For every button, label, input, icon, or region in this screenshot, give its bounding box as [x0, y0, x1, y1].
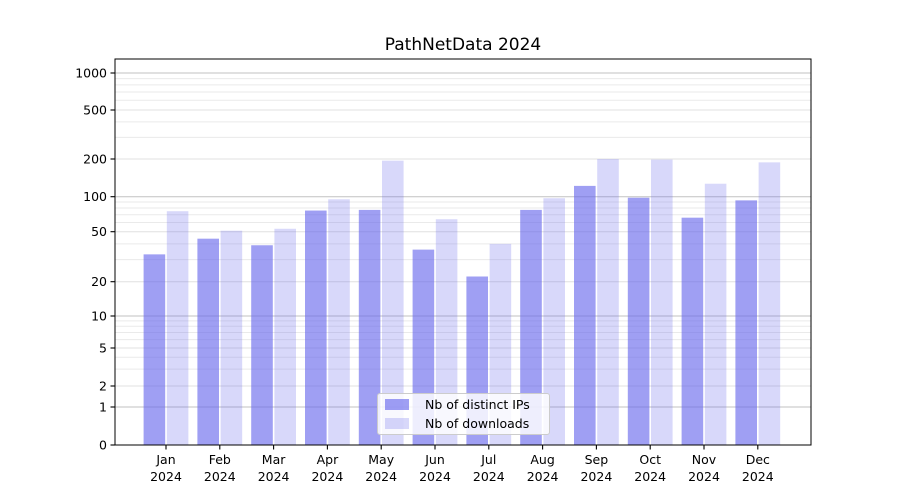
- x-tick-label-month: May: [368, 452, 394, 467]
- bar-nb-of-downloads-aug: [543, 198, 565, 445]
- x-tick-label-month: Aug: [530, 452, 554, 467]
- y-tick-label: 100: [83, 189, 107, 204]
- x-tick-label-month: Jun: [424, 452, 445, 467]
- bar-nb-of-downloads-mar: [274, 228, 296, 445]
- bar-nb-of-distinct-ips-sep: [574, 185, 596, 445]
- x-tick-label-year: 2024: [150, 469, 182, 484]
- x-tick-label-year: 2024: [527, 469, 559, 484]
- x-tick-label-year: 2024: [311, 469, 343, 484]
- bar-nb-of-downloads-dec: [758, 162, 781, 446]
- bar-nb-of-distinct-ips-oct: [627, 197, 650, 445]
- y-tick-label: 1000: [75, 65, 107, 80]
- x-tick-label-month: Feb: [209, 452, 231, 467]
- bar-nb-of-downloads-oct: [651, 159, 673, 445]
- x-tick-label-year: 2024: [419, 469, 451, 484]
- bar-nb-of-downloads-sep: [597, 159, 619, 445]
- x-tick-label-month: Sep: [585, 452, 609, 467]
- legend-item-distinct-ips: Nb of distinct IPs: [385, 397, 549, 412]
- bar-nb-of-distinct-ips-mar: [251, 245, 273, 445]
- bar-nb-of-distinct-ips-nov: [681, 217, 704, 445]
- bar-nb-of-downloads-jan: [166, 211, 189, 445]
- bar-nb-of-downloads-feb: [220, 230, 243, 445]
- x-tick-label-month: Oct: [639, 452, 661, 467]
- x-tick-label-year: 2024: [580, 469, 612, 484]
- y-tick-label: 500: [83, 102, 107, 117]
- legend-item-downloads: Nb of downloads: [385, 416, 549, 431]
- x-tick-label-month: Dec: [746, 452, 770, 467]
- bar-nb-of-downloads-apr: [328, 199, 350, 445]
- x-tick-label-month: Mar: [262, 452, 286, 467]
- y-tick-label: 20: [91, 274, 107, 289]
- bar-nb-of-distinct-ips-jan: [143, 254, 166, 445]
- bar-nb-of-distinct-ips-feb: [197, 238, 219, 445]
- x-tick-label-month: Apr: [317, 452, 339, 467]
- bar-nb-of-downloads-jun: [435, 219, 458, 445]
- x-tick-label-year: 2024: [634, 469, 666, 484]
- bar-nb-of-downloads-may: [382, 160, 404, 445]
- legend-swatch-downloads: [385, 417, 409, 429]
- legend-label-downloads: Nb of downloads: [425, 415, 530, 431]
- legend: Nb of distinct IPs Nb of downloads: [377, 393, 550, 435]
- y-tick-label: 0: [99, 437, 107, 452]
- y-tick-label: 2: [99, 378, 107, 393]
- chart-title: PathNetData 2024: [384, 35, 542, 55]
- y-tick-label: 1: [99, 399, 107, 414]
- x-tick-label-year: 2024: [473, 469, 505, 484]
- bar-nb-of-distinct-ips-may: [358, 209, 381, 445]
- y-tick-label: 10: [91, 308, 107, 323]
- bar-nb-of-distinct-ips-apr: [305, 210, 327, 445]
- y-tick-label: 200: [83, 151, 107, 166]
- x-tick-label-month: Jan: [155, 452, 175, 467]
- legend-swatch-distinct-ips: [385, 399, 409, 411]
- y-tick-label: 5: [99, 340, 107, 355]
- y-tick-label: 50: [91, 224, 107, 239]
- plot-frame: [114, 58, 812, 446]
- x-tick-label-year: 2024: [258, 469, 290, 484]
- x-tick-label-month: Jul: [480, 452, 496, 467]
- bar-nb-of-distinct-ips-dec: [735, 200, 757, 445]
- x-tick-label-year: 2024: [742, 469, 774, 484]
- bar-nb-of-distinct-ips-aug: [520, 209, 542, 445]
- x-tick-label-year: 2024: [365, 469, 397, 484]
- x-tick-label-year: 2024: [688, 469, 720, 484]
- legend-label-distinct-ips: Nb of distinct IPs: [425, 397, 530, 413]
- x-tick-label-year: 2024: [204, 469, 236, 484]
- bar-nb-of-downloads-nov: [704, 183, 727, 446]
- x-tick-label-month: Nov: [692, 452, 717, 467]
